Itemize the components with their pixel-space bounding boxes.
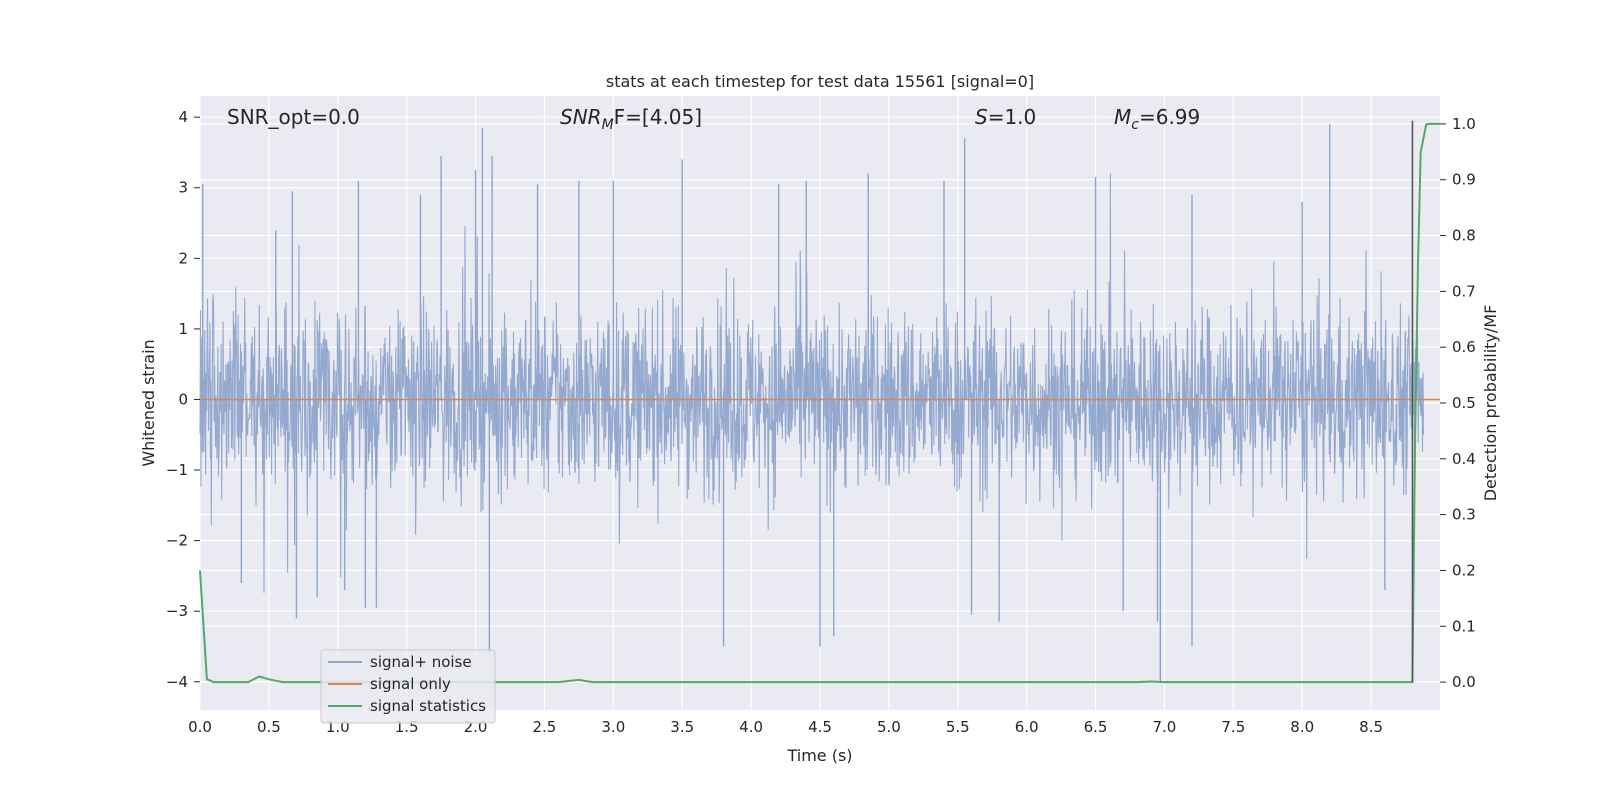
x-tick-label: 6.0 [1015, 718, 1039, 736]
legend-label-signal: signal only [370, 675, 451, 693]
s-rest: =1.0 [988, 105, 1037, 129]
y-tick-label: 4 [178, 108, 188, 126]
mc-main: M [1114, 105, 1131, 129]
x-tick-label: 7.0 [1153, 718, 1177, 736]
series-signal-noise [199, 173, 1425, 593]
x-tick-label: 6.5 [1084, 718, 1108, 736]
x-tick-label: 0.5 [257, 718, 281, 736]
plot-area [199, 120, 1440, 684]
y-tick-label: −1 [166, 461, 188, 479]
y2-tick-label: 0.9 [1452, 171, 1476, 189]
snr-mf-sub: M [602, 117, 614, 133]
y-axis-label: Whitened strain [139, 339, 158, 466]
x-tick-label: 3.5 [670, 718, 694, 736]
y2-tick-label: 0.5 [1452, 394, 1476, 412]
y2-tick-label: 0.4 [1452, 450, 1476, 468]
legend-label-statistics: signal statistics [370, 697, 486, 715]
y2-tick-label: 0.6 [1452, 338, 1476, 356]
snr-mf-rest: F=[4.05] [614, 105, 702, 129]
x-tick-label: 8.0 [1290, 718, 1314, 736]
series-signal-statistics [199, 122, 1440, 684]
s-main: S [975, 105, 988, 129]
axes: 0.0 0.5 1.0 1.5 2.0 2.5 3.0 3.5 4.0 4.5 5.0 5.5 6.0 6… [166, 108, 1476, 736]
x-tick-label: 7.5 [1221, 718, 1245, 736]
x-tick-label: 3.0 [601, 718, 625, 736]
x-tick-label: 0.0 [188, 718, 212, 736]
chart-title: stats at each timestep for test data 155… [606, 72, 1034, 91]
y2-tick-label: 0.8 [1452, 227, 1476, 245]
legend-box [320, 649, 496, 724]
y-tick-label: −3 [166, 602, 188, 620]
x-axis-label: Time (s) [786, 746, 852, 765]
y-tick-label: −4 [166, 673, 188, 691]
mc-rest: =6.99 [1139, 105, 1200, 129]
annotation-snr-opt: SNR_opt=0.0 [227, 105, 360, 129]
y-tick-label: 0 [178, 390, 188, 408]
annotation-mc: Mc=6.99 [1114, 105, 1200, 133]
y2-tick-label: 1.0 [1452, 115, 1476, 133]
y-tick-label: −2 [166, 532, 188, 550]
x-tick-label: 5.0 [877, 718, 901, 736]
y2-tick-label: 0.0 [1452, 673, 1476, 691]
legend: signal+ noise signal only signal statist… [320, 649, 496, 724]
annotation-snr-mf: SNRMF=[4.05] [560, 105, 702, 133]
x-tick-label: 4.0 [739, 718, 763, 736]
mc-sub: c [1131, 117, 1139, 133]
x-tick-label: 5.5 [946, 718, 970, 736]
snr-mf-main: SNR [560, 105, 602, 129]
y2-axis-label: Detection probability/MF [1481, 305, 1500, 502]
annotation-s: S=1.0 [975, 105, 1036, 129]
y-tick-label: 2 [178, 249, 188, 267]
y2-tick-label: 0.7 [1452, 282, 1476, 300]
y-tick-label: 1 [178, 320, 188, 338]
y2-tick-label: 0.3 [1452, 506, 1476, 524]
y2-tick-label: 0.1 [1452, 617, 1476, 635]
x-tick-label: 4.5 [808, 718, 832, 736]
y-tick-label: 3 [178, 179, 188, 197]
legend-label-noise: signal+ noise [370, 653, 472, 671]
x-tick-label: 2.5 [533, 718, 557, 736]
x-tick-label: 8.5 [1359, 718, 1383, 736]
y2-tick-label: 0.2 [1452, 561, 1476, 579]
